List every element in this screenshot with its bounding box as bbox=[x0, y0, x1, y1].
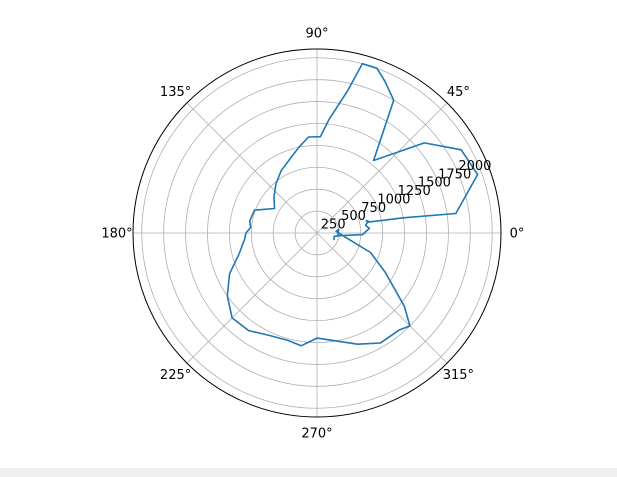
angular-tick-label: 225° bbox=[160, 368, 191, 383]
status-bar bbox=[0, 468, 617, 477]
radial-tick-label: 1500 bbox=[418, 176, 451, 191]
radial-tick-label: 750 bbox=[361, 201, 386, 216]
series-line bbox=[226, 62, 479, 347]
angular-gridline bbox=[316, 232, 448, 364]
angular-gridline bbox=[186, 102, 318, 234]
radial-tick-label: 1000 bbox=[377, 193, 410, 208]
series-layer bbox=[226, 62, 479, 347]
angular-tick-label: 0° bbox=[510, 227, 525, 242]
radial-tick-label: 1750 bbox=[438, 167, 471, 182]
radial-tick-label: 500 bbox=[341, 209, 366, 224]
angular-tick-label: 270° bbox=[301, 427, 332, 442]
angular-gridline bbox=[316, 102, 448, 234]
radial-tick-label: 250 bbox=[321, 218, 346, 233]
angular-gridline bbox=[186, 232, 318, 364]
radial-tick-label: 2000 bbox=[458, 159, 491, 174]
angular-tick-label: 90° bbox=[305, 27, 328, 42]
polar-frame bbox=[132, 48, 502, 418]
radial-tick-label: 1250 bbox=[398, 184, 431, 199]
angular-tick-label: 180° bbox=[101, 227, 132, 242]
angular-tick-label: 135° bbox=[160, 85, 191, 100]
label-layer: 0° 45° 90° 135° 180° 225° 270° 315° 250500750100… bbox=[101, 27, 524, 442]
angular-tick-label: 315° bbox=[443, 368, 474, 383]
frame-layer bbox=[132, 48, 502, 418]
grid-layer bbox=[133, 49, 501, 417]
angular-tick-label: 45° bbox=[447, 85, 470, 100]
